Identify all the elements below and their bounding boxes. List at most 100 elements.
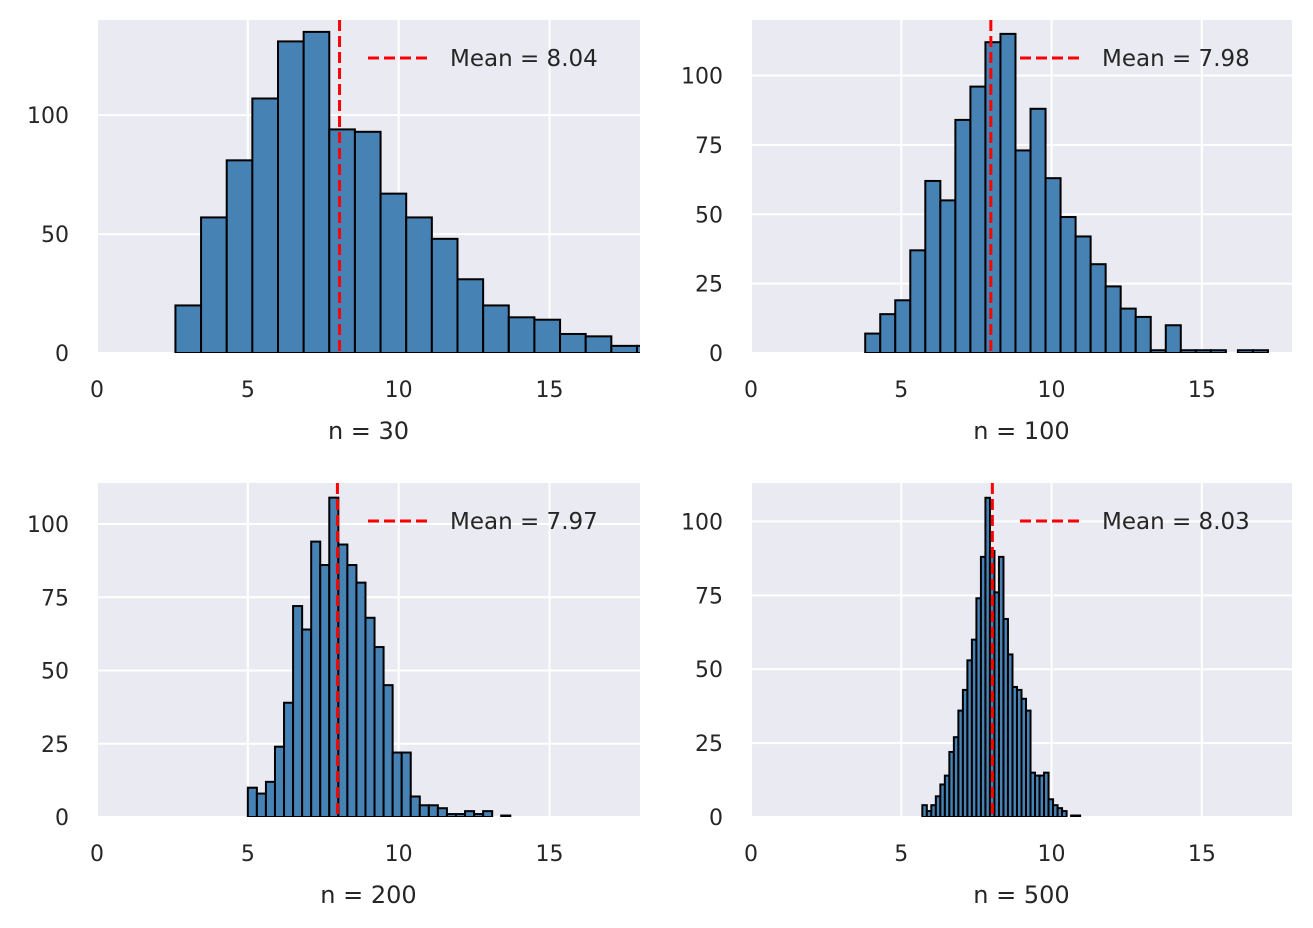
- histogram-bar: [482, 304, 510, 353]
- histogram-bar: [418, 804, 430, 817]
- x-tick-label: 0: [90, 378, 104, 403]
- histogram-bar: [277, 40, 305, 353]
- histogram-bar: [391, 751, 403, 817]
- histogram-bar: [456, 278, 485, 353]
- histogram-bar: [264, 780, 276, 817]
- x-tick-label: 15: [536, 842, 564, 867]
- histogram-bar: [328, 496, 340, 817]
- histogram-bar: [251, 97, 280, 353]
- x-tick-label: 5: [241, 842, 255, 867]
- histogram-bar: [454, 813, 467, 817]
- tick-labels: 0 5 10 15 0 25 50 75 100: [681, 65, 1216, 404]
- histogram-bar: [482, 810, 494, 817]
- legend-label: Mean = 7.97: [450, 509, 598, 535]
- y-tick-label: 100: [27, 513, 69, 538]
- histogram-bar: [364, 616, 376, 817]
- x-tick-label: 5: [241, 378, 255, 403]
- histogram-bar: [1059, 216, 1077, 353]
- histogram-bar: [924, 179, 942, 353]
- histogram-bars: [864, 32, 1269, 353]
- y-tick-label: 50: [41, 223, 69, 248]
- histogram-bar: [1014, 149, 1032, 353]
- histogram-bar: [373, 646, 385, 817]
- histogram-bar: [430, 237, 459, 353]
- x-tick-label: 10: [1038, 378, 1066, 403]
- histogram-bar: [984, 41, 1002, 353]
- subplot-n500: 0 5 10 15 0 25 50 75 100 n = 500 Mean = 8.03: [681, 483, 1292, 909]
- histogram-bar: [939, 199, 957, 353]
- x-axis-label: n = 500: [973, 881, 1069, 909]
- histogram-bar: [1149, 349, 1167, 353]
- histogram-bar: [337, 543, 349, 817]
- x-tick-label: 0: [744, 842, 758, 867]
- histogram-bar: [1236, 349, 1254, 353]
- y-tick-label: 0: [55, 342, 69, 367]
- legend: Mean = 8.03: [1020, 509, 1250, 535]
- histogram-bar: [427, 804, 439, 817]
- histogram-bar: [1025, 709, 1032, 817]
- tick-labels: 0 5 10 15 0 25 50 75 100: [27, 513, 564, 867]
- histogram-bar: [310, 540, 322, 817]
- legend: Mean = 8.04: [368, 46, 598, 72]
- histogram-bar: [273, 745, 286, 817]
- histogram-bar: [954, 118, 972, 353]
- y-tick-label: 100: [681, 510, 723, 535]
- x-tick-label: 15: [1188, 378, 1216, 403]
- x-tick-label: 10: [385, 378, 413, 403]
- histogram-bar: [584, 335, 613, 353]
- histogram-bar: [346, 564, 358, 817]
- histogram-bar: [1043, 771, 1050, 817]
- legend: Mean = 7.97: [368, 509, 598, 535]
- histogram-bar: [1134, 315, 1152, 353]
- histogram-bar: [559, 332, 587, 353]
- y-tick-label: 50: [41, 660, 69, 685]
- x-axis-label: n = 100: [973, 417, 1069, 445]
- y-tick-label: 0: [709, 806, 723, 831]
- histogram-bar: [200, 216, 228, 353]
- y-tick-label: 0: [709, 342, 723, 367]
- histogram-bar: [864, 332, 882, 353]
- histogram-bar: [382, 684, 394, 817]
- x-axis-label: n = 200: [320, 881, 416, 909]
- tick-labels: 0 5 10 15 0 25 50 75 100: [681, 510, 1216, 867]
- histogram-bar: [473, 813, 485, 817]
- histogram-bar: [1074, 814, 1082, 817]
- histogram-bar: [1061, 810, 1068, 817]
- y-tick-label: 0: [55, 806, 69, 831]
- histogram-bar: [436, 807, 448, 817]
- histogram-bar: [894, 299, 912, 353]
- histogram-bar: [1089, 263, 1107, 353]
- histogram-bar: [610, 344, 638, 353]
- histogram-bar: [353, 130, 382, 353]
- histogram-bar: [355, 581, 367, 817]
- subplot-n30: 0 5 10 15 0 50 100 n = 30 Mean = 8.04: [27, 20, 640, 445]
- x-tick-label: 10: [385, 842, 413, 867]
- histogram-bar: [533, 318, 562, 353]
- x-tick-label: 5: [894, 378, 908, 403]
- histogram-bar: [999, 32, 1017, 353]
- histogram-bar: [1074, 235, 1092, 353]
- histogram-bar: [174, 304, 203, 353]
- histogram-bar: [409, 795, 421, 817]
- histogram-bar: [379, 192, 408, 353]
- x-tick-label: 0: [90, 842, 104, 867]
- histogram-bar: [302, 30, 331, 353]
- histogram-bar: [1164, 324, 1182, 353]
- histogram-bar: [909, 249, 927, 353]
- histogram-bar: [400, 751, 412, 817]
- subplot-n100: 0 5 10 15 0 25 50 75 100 n = 100 Mean = 7.98: [681, 20, 1292, 445]
- legend-label: Mean = 8.03: [1102, 509, 1250, 535]
- histogram-bar: [225, 159, 254, 353]
- histogram-bar: [255, 792, 267, 817]
- legend-label: Mean = 8.04: [450, 46, 598, 72]
- histogram-bar: [328, 128, 356, 353]
- histogram-bar: [500, 814, 512, 817]
- histogram-bars: [921, 496, 1082, 817]
- histogram-bars: [174, 30, 640, 353]
- histogram-bar: [1119, 307, 1137, 353]
- histogram-bar: [1044, 177, 1062, 353]
- histogram-bar: [319, 564, 331, 817]
- histogram-bar: [292, 605, 304, 817]
- tick-labels: 0 5 10 15 0 50 100: [27, 104, 564, 403]
